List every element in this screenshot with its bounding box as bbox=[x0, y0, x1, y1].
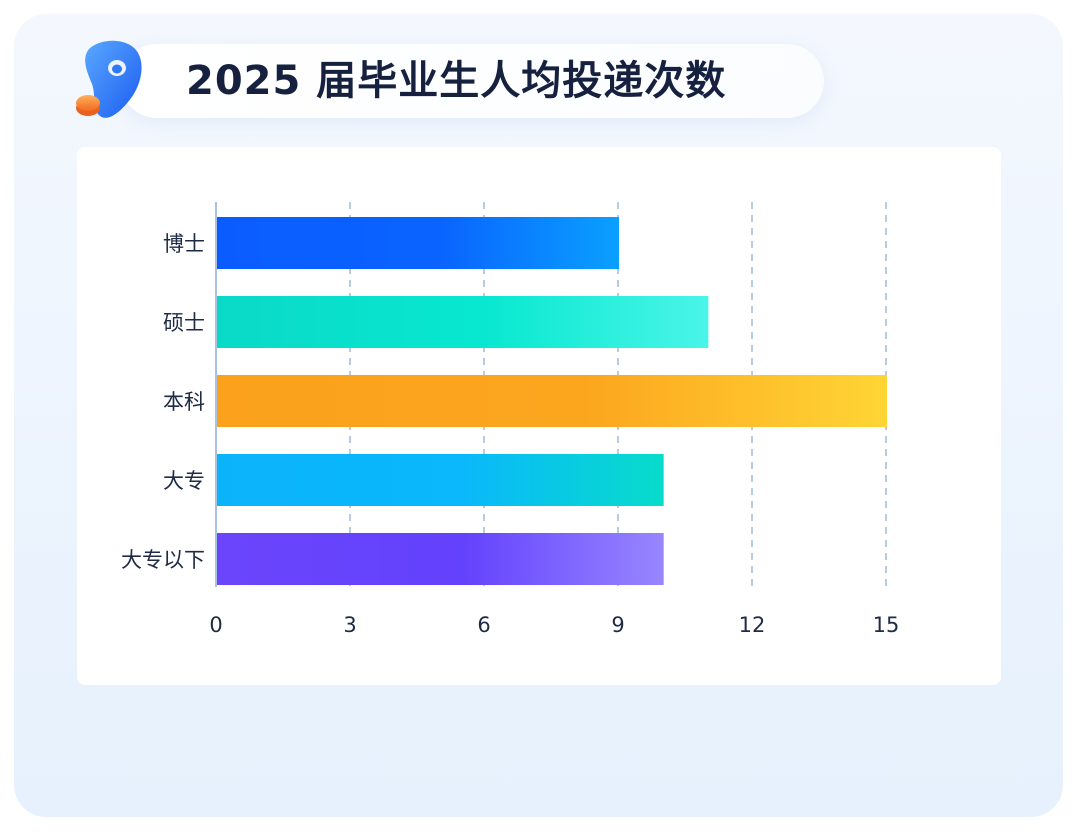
category-label: 本科 bbox=[163, 390, 205, 414]
rocket-logo-icon bbox=[76, 40, 142, 118]
bar bbox=[217, 533, 664, 585]
x-tick-label: 3 bbox=[343, 613, 356, 637]
bar bbox=[217, 296, 709, 348]
x-tick-label: 15 bbox=[873, 613, 900, 637]
plot-panel: 0 3 6 9 12 15 博士硕士本科大专大专以下 bbox=[77, 147, 1001, 685]
category-label: 博士 bbox=[163, 232, 205, 256]
bar bbox=[217, 375, 887, 427]
x-tick-label: 0 bbox=[209, 613, 222, 637]
title-banner bbox=[120, 44, 824, 118]
x-tick-label: 6 bbox=[477, 613, 490, 637]
category-label: 大专以下 bbox=[121, 548, 205, 572]
bar bbox=[217, 217, 619, 269]
category-label: 硕士 bbox=[163, 311, 205, 335]
bar bbox=[217, 454, 664, 506]
category-label: 大专 bbox=[163, 469, 205, 493]
x-tick-label: 12 bbox=[739, 613, 766, 637]
chart-title: 2025 届毕业生人均投递次数 bbox=[186, 58, 727, 104]
x-tick-label: 9 bbox=[611, 613, 624, 637]
